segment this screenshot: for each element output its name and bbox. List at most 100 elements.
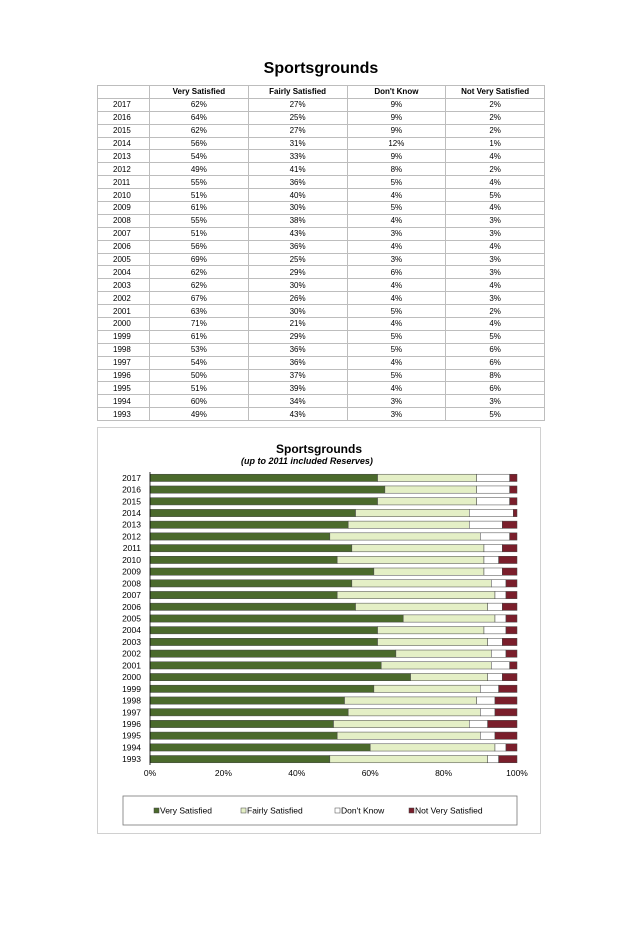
table-cell: 38% xyxy=(247,213,348,228)
category-label: 2011 xyxy=(123,543,142,553)
category-label: 2009 xyxy=(122,567,141,577)
table-cell: 36% xyxy=(247,175,348,190)
table-cell: 26% xyxy=(247,291,348,306)
row-year: 2008 xyxy=(97,213,150,228)
row-year: 2011 xyxy=(97,175,150,190)
table-cell: 56% xyxy=(149,136,249,151)
bar-segment-don-t-know xyxy=(494,591,507,599)
bar-segment-don-t-know xyxy=(483,626,507,635)
row-year: 1993 xyxy=(97,407,150,422)
bar-segment-not-very-satisfied xyxy=(498,556,518,564)
table-row: 2015 62% 27% 9% 2% xyxy=(97,123,545,138)
table-cell: 5% xyxy=(445,407,545,422)
table-cell: 3% xyxy=(445,226,545,241)
bar-segment-not-very-satisfied xyxy=(494,708,518,717)
table-row: 2005 69% 25% 3% 3% xyxy=(97,252,545,267)
row-year: 2009 xyxy=(97,201,150,215)
bar-segment-don-t-know xyxy=(476,485,510,494)
bar-segment-very-satisfied xyxy=(149,602,356,611)
bar-segment-very-satisfied xyxy=(149,614,404,623)
table-cell: 67% xyxy=(149,291,249,306)
table-cell: 29% xyxy=(247,265,348,280)
table-cell: 56% xyxy=(149,239,249,254)
table-row: 1994 60% 34% 3% 3% xyxy=(97,394,545,409)
bar-segment-fairly-satisfied xyxy=(410,673,488,681)
table-row: 1996 50% 37% 5% 8% xyxy=(97,368,545,383)
table-cell: 4% xyxy=(346,239,447,254)
category-label: 1994 xyxy=(122,742,141,752)
bar-segment-not-very-satisfied xyxy=(505,591,518,599)
bar-segment-fairly-satisfied xyxy=(351,544,485,553)
bar-segment-very-satisfied xyxy=(149,520,349,529)
table-header: Very Satisfied Fairly Satisfied Don't Know… xyxy=(97,85,545,99)
table-cell: 3% xyxy=(346,407,447,422)
bar-segment-don-t-know xyxy=(491,649,507,658)
category-label: 2004 xyxy=(122,625,141,635)
category-label: 2003 xyxy=(122,637,141,647)
table-cell: 37% xyxy=(247,368,348,383)
table-row: 2008 55% 38% 4% 3% xyxy=(97,213,545,228)
category-label: 1993 xyxy=(122,754,141,764)
bar-segment-don-t-know xyxy=(494,614,507,623)
table-row: 1993 49% 43% 3% 5% xyxy=(97,407,545,422)
bar-segment-not-very-satisfied xyxy=(494,731,518,740)
table-cell: 2% xyxy=(445,97,545,112)
table-cell: 4% xyxy=(346,278,447,293)
row-year: 2000 xyxy=(97,317,150,331)
row-year: 2001 xyxy=(97,304,150,319)
table-cell: 4% xyxy=(445,317,545,331)
bar-segment-not-very-satisfied xyxy=(509,661,518,670)
category-label: 1999 xyxy=(122,684,141,694)
chart-title: Sportsgrounds xyxy=(276,442,362,456)
bar-segment-don-t-know xyxy=(487,638,503,646)
category-label: 2013 xyxy=(122,520,141,530)
table-cell: 36% xyxy=(247,342,348,357)
table-cell: 3% xyxy=(445,252,545,267)
table-row: 2012 49% 41% 8% 2% xyxy=(97,162,545,177)
row-year: 2003 xyxy=(97,278,150,293)
bar-segment-not-very-satisfied xyxy=(505,614,518,623)
category-label: 2000 xyxy=(122,672,141,682)
category-label: 2006 xyxy=(122,602,141,612)
bar-segment-very-satisfied xyxy=(149,673,411,681)
table-cell: 5% xyxy=(445,188,545,203)
bar-segment-not-very-satisfied xyxy=(502,638,518,646)
table-cell: 30% xyxy=(247,278,348,293)
bar-segment-fairly-satisfied xyxy=(373,567,485,576)
bar-segment-fairly-satisfied xyxy=(377,473,477,482)
table-cell: 49% xyxy=(149,162,249,177)
bar-segment-not-very-satisfied xyxy=(502,673,518,681)
table-cell: 27% xyxy=(247,123,348,138)
bar-segment-fairly-satisfied xyxy=(402,614,496,623)
table-cell: 40% xyxy=(247,188,348,203)
bar-segment-don-t-know xyxy=(487,602,503,611)
table-cell: 55% xyxy=(149,213,249,228)
bar-segment-fairly-satisfied xyxy=(329,755,488,764)
table-row: 2011 55% 36% 5% 4% xyxy=(97,175,545,190)
bar-segment-very-satisfied xyxy=(149,579,353,588)
bar-segment-very-satisfied xyxy=(149,684,375,693)
table-cell: 71% xyxy=(149,317,249,331)
column-header: Don't Know xyxy=(346,85,447,99)
table-cell: 6% xyxy=(445,342,545,357)
row-year: 2017 xyxy=(97,97,150,112)
table-row: 2010 51% 40% 4% 5% xyxy=(97,188,545,203)
table-cell: 41% xyxy=(247,162,348,177)
bar-segment-fairly-satisfied xyxy=(336,556,485,564)
category-label: 2015 xyxy=(122,496,141,506)
bar-segment-not-very-satisfied xyxy=(487,720,518,728)
bar-segment-not-very-satisfied xyxy=(509,497,518,506)
row-year: 1999 xyxy=(97,329,150,344)
bar-segment-very-satisfied xyxy=(149,497,378,506)
table-row: 1995 51% 39% 4% 6% xyxy=(97,381,545,396)
table-cell: 4% xyxy=(346,213,447,228)
table-cell: 2% xyxy=(445,110,545,125)
table-cell: 30% xyxy=(247,201,348,215)
category-label: 2016 xyxy=(122,485,141,495)
bar-segment-don-t-know xyxy=(476,696,496,705)
table-cell: 29% xyxy=(247,329,348,344)
x-tick-label: 20% xyxy=(215,768,232,778)
table-cell: 62% xyxy=(149,123,249,138)
table-cell: 3% xyxy=(346,252,447,267)
table-cell: 4% xyxy=(346,188,447,203)
